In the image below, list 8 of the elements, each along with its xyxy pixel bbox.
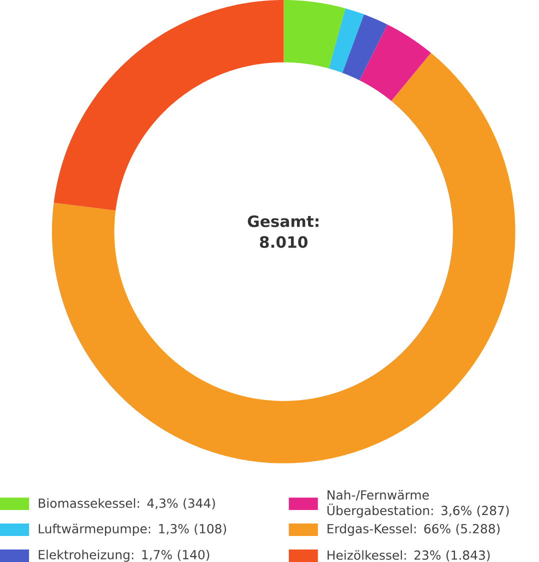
legend-label: Biomassekessel: 4,3% (344) <box>38 498 215 510</box>
legend-label: Elektroheizung: 1,7% (140) <box>38 550 210 562</box>
text: 8.010 <box>260 236 308 248</box>
legend-label: Nah-/Fernwärme Übergabestation: 3,6% (287) <box>327 490 509 518</box>
legend-label: Heizölkessel: 23% (1.843) <box>327 550 490 562</box>
legend-label: Erdgas-Kessel: 66% (5.288) <box>327 524 500 536</box>
text: Gesamt: <box>248 215 318 228</box>
legend-label: Luftwärmepumpe: 1,3% (108) <box>38 524 226 536</box>
